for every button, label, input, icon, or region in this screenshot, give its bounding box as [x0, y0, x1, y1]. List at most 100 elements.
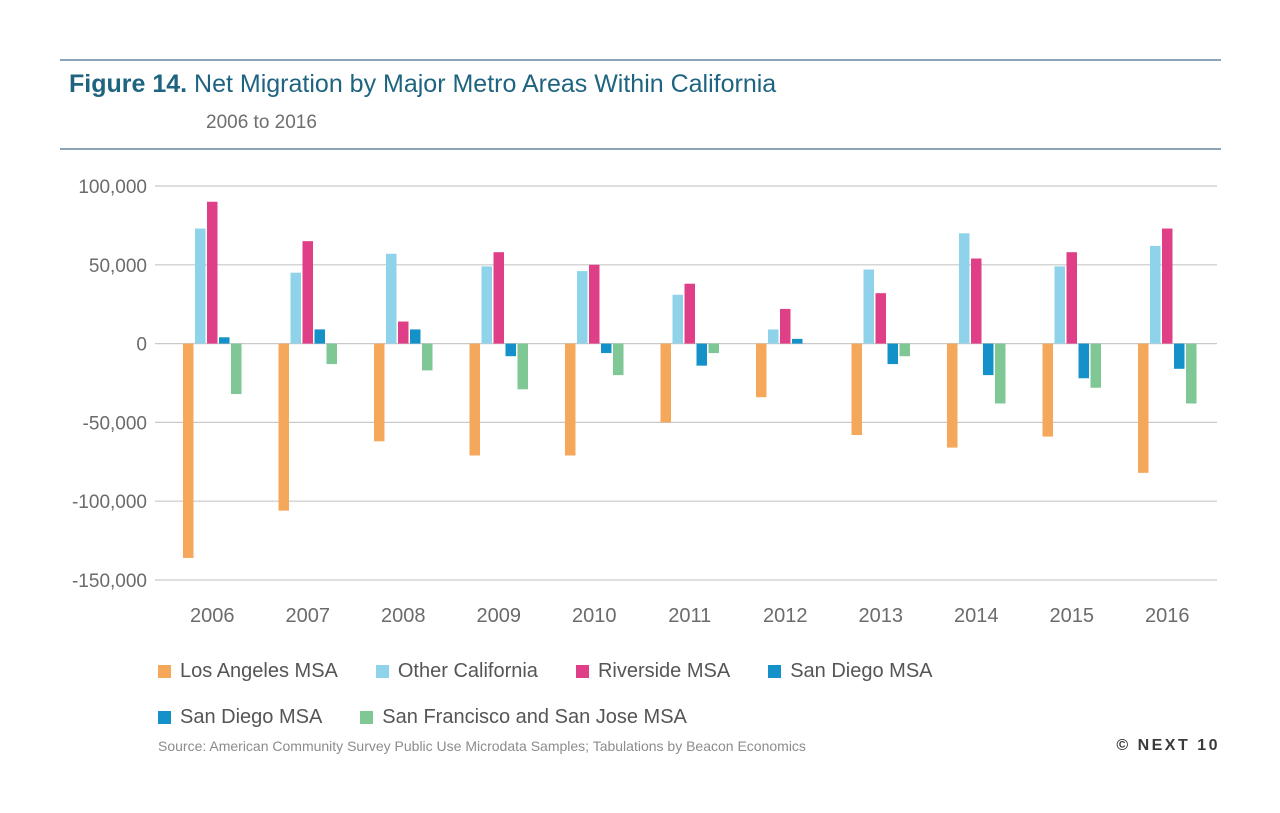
source-note: Source: American Community Survey Public… — [158, 738, 806, 754]
bar-los-angeles-msa-2008 — [374, 343, 385, 442]
bar-san-francisco-and-san-jose-msa-2011 — [708, 343, 719, 354]
y-tick-label: -150,000 — [72, 571, 147, 592]
legend: Los Angeles MSA Other California Riverside… — [158, 648, 1078, 740]
bar-los-angeles-msa-2014 — [947, 343, 958, 448]
bar-san-francisco-and-san-jose-msa-2014 — [995, 343, 1006, 404]
bar-other-california-2006 — [195, 228, 206, 344]
bar-other-california-2011 — [672, 294, 683, 344]
bar-other-california-2009 — [481, 266, 492, 344]
bar-riverside-msa-2015 — [1066, 252, 1077, 344]
bar-san-diego-msa-2013 — [887, 343, 898, 365]
bar-san-francisco-and-san-jose-msa-2006 — [231, 343, 242, 395]
bar-los-angeles-msa-2010 — [565, 343, 576, 456]
bar-other-california-2016 — [1150, 245, 1161, 344]
legend-item: Los Angeles MSA — [158, 648, 338, 694]
bar-san-francisco-and-san-jose-msa-2016 — [1186, 343, 1197, 404]
x-tick-label: 2015 — [1050, 605, 1095, 627]
chart-title: Figure 14. Net Migration by Major Metro … — [69, 70, 776, 99]
bar-san-diego-msa-2009 — [505, 343, 516, 357]
bar-riverside-msa-2007 — [302, 241, 313, 344]
y-axis-ticks: 100,000 50,000 0 -50,000 -100,000 -150,000 — [72, 177, 147, 592]
legend-label: Other California — [397, 659, 538, 682]
bar-los-angeles-msa-2012 — [756, 343, 767, 398]
bar-san-diego-msa-2006 — [219, 337, 230, 344]
bar-san-francisco-and-san-jose-msa-2015 — [1090, 343, 1101, 388]
bar-riverside-msa-2009 — [493, 252, 504, 344]
x-tick-label: 2009 — [477, 605, 522, 627]
legend-swatch — [375, 664, 389, 678]
bar-san-diego-msa-2014 — [983, 343, 994, 376]
bar-other-california-2012 — [768, 329, 779, 344]
x-tick-label: 2014 — [954, 605, 999, 627]
bar-other-california-2007 — [290, 272, 301, 344]
bar-riverside-msa-2013 — [875, 293, 886, 344]
legend-swatch — [360, 710, 374, 724]
x-tick-label: 2010 — [572, 605, 617, 627]
bar-san-diego-msa-2008 — [410, 329, 421, 344]
x-tick-label: 2016 — [1145, 605, 1190, 627]
bar-los-angeles-msa-2007 — [278, 343, 289, 511]
bar-los-angeles-msa-2013 — [851, 343, 862, 436]
legend-item: San Diego MSA — [768, 648, 933, 694]
legend-label: Riverside MSA — [597, 659, 731, 682]
x-tick-label: 2012 — [763, 605, 808, 627]
bar-riverside-msa-2014 — [971, 258, 982, 344]
figure-title: Net Migration by Major Metro Areas Withi… — [194, 70, 777, 98]
x-tick-label: 2007 — [286, 605, 331, 627]
brand-logo: © NEXT 10 — [1116, 737, 1220, 754]
legend-item: Other California — [375, 648, 538, 694]
bar-san-francisco-and-san-jose-msa-2008 — [422, 343, 433, 371]
bar-san-francisco-and-san-jose-msa-2010 — [613, 343, 624, 376]
bar-los-angeles-msa-2016 — [1138, 343, 1149, 473]
legend-label: Los Angeles MSA — [180, 659, 338, 682]
bar-riverside-msa-2010 — [589, 264, 600, 344]
bar-los-angeles-msa-2009 — [469, 343, 480, 456]
y-tick-label: 0 — [136, 335, 147, 356]
bar-other-california-2014 — [959, 233, 970, 344]
y-tick-label: -100,000 — [72, 492, 147, 513]
legend-swatch — [158, 710, 171, 724]
bar-los-angeles-msa-2011 — [660, 343, 671, 423]
bar-san-diego-msa-2015 — [1078, 343, 1089, 379]
header-rule — [60, 148, 1221, 150]
bar-riverside-msa-2012 — [780, 308, 791, 344]
x-tick-label: 2013 — [859, 605, 904, 627]
legend-label: San Diego MSA — [180, 705, 323, 728]
bar-los-angeles-msa-2006 — [183, 343, 194, 558]
figure-label: Figure 14. — [69, 70, 188, 98]
y-tick-label: 100,000 — [78, 177, 147, 198]
bars — [183, 201, 1197, 558]
bar-other-california-2013 — [863, 269, 874, 344]
bar-san-diego-msa-2007 — [314, 329, 325, 344]
y-tick-label: -50,000 — [83, 413, 147, 434]
bar-other-california-2010 — [577, 271, 588, 344]
x-tick-label: 2006 — [190, 605, 235, 627]
legend-swatch — [158, 664, 171, 678]
bar-san-diego-msa-2016 — [1174, 343, 1185, 369]
bar-san-francisco-and-san-jose-msa-2009 — [517, 343, 528, 390]
bar-other-california-2015 — [1054, 266, 1065, 344]
x-tick-label: 2008 — [381, 605, 426, 627]
bar-san-francisco-and-san-jose-msa-2007 — [326, 343, 337, 365]
bar-los-angeles-msa-2015 — [1042, 343, 1053, 437]
y-tick-label: 50,000 — [89, 256, 147, 277]
bar-other-california-2008 — [386, 253, 397, 344]
bar-san-diego-msa-2012 — [792, 338, 803, 344]
x-axis-ticks: 2006 2007 2008 2009 2010 2011 2012 2013 2014 2015… — [190, 605, 1190, 627]
legend-item: Riverside MSA — [575, 648, 731, 694]
legend-swatch — [768, 664, 782, 678]
x-tick-label: 2011 — [668, 605, 711, 627]
legend-item: San Francisco and San Jose MSA — [360, 694, 687, 740]
bar-riverside-msa-2006 — [207, 201, 218, 344]
legend-swatch — [575, 664, 589, 678]
legend-label: San Diego MSA — [790, 659, 933, 682]
bar-riverside-msa-2011 — [684, 283, 695, 344]
top-rule — [60, 59, 1221, 61]
bar-san-diego-msa-2011 — [696, 343, 707, 366]
legend-label: San Francisco and San Jose MSA — [382, 705, 687, 728]
bar-riverside-msa-2008 — [398, 321, 409, 344]
gridlines — [155, 185, 1217, 581]
legend-item: San Diego MSA — [158, 694, 322, 740]
bar-san-diego-msa-2010 — [601, 343, 612, 354]
